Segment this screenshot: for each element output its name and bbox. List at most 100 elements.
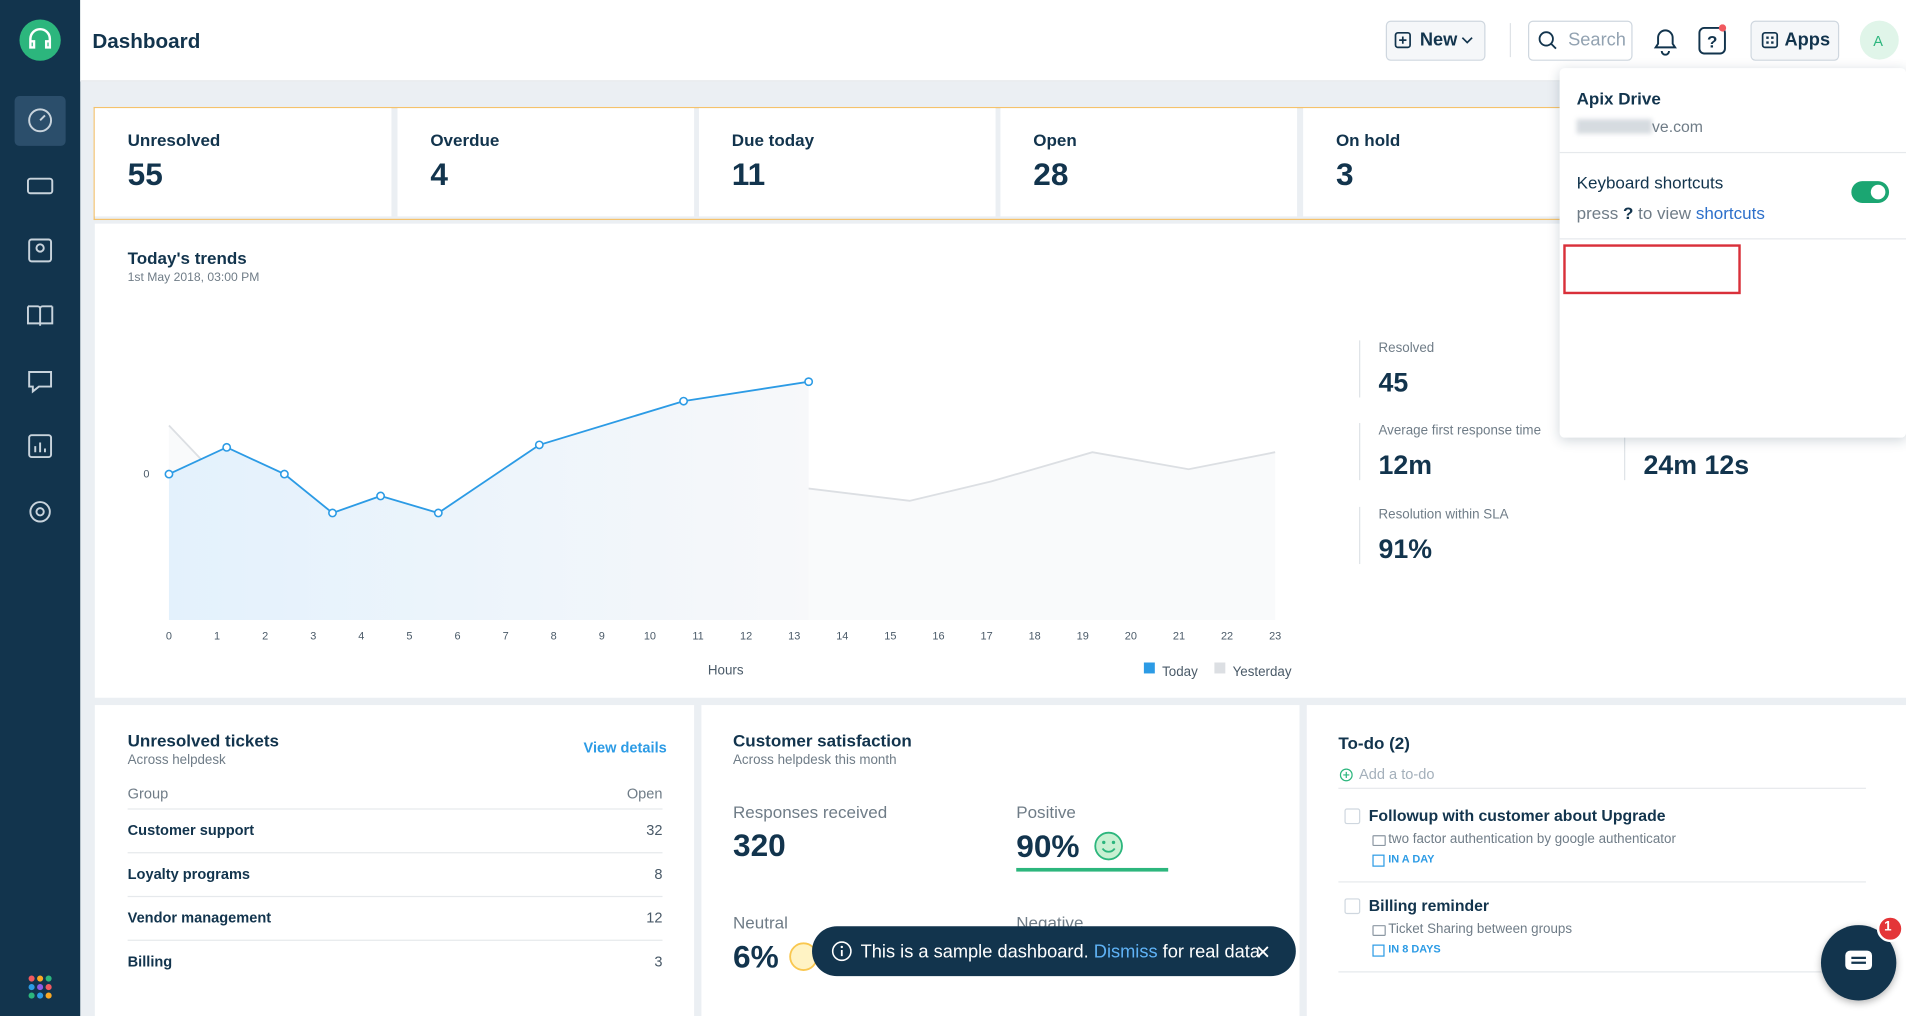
toast-dismiss[interactable]: Dismiss <box>1093 941 1158 963</box>
todo-title: Followup with customer about Upgrade <box>1368 806 1666 825</box>
apps-button[interactable] <box>1750 20 1840 61</box>
open-count: 12 <box>646 909 663 927</box>
metric-label: Average first response time <box>1378 423 1542 439</box>
x-axis-label: Hours <box>708 663 744 678</box>
metric-value: 45 <box>1378 367 1409 398</box>
metric-divider <box>1359 506 1361 565</box>
sidebar <box>0 0 81 1016</box>
nav-contacts[interactable] <box>28 238 53 263</box>
x-tick-label: 17 <box>981 630 993 642</box>
smiley-positive <box>1094 831 1123 861</box>
stats-border <box>93 106 1906 221</box>
separator <box>1338 881 1866 883</box>
data-point <box>328 508 337 518</box>
trends-subtitle: 1st May 2018, 03:00 PM <box>127 271 260 285</box>
data-point <box>164 469 174 479</box>
separator <box>127 939 663 941</box>
x-tick-label: 7 <box>503 630 509 642</box>
logo[interactable] <box>19 19 61 61</box>
data-point <box>433 508 443 518</box>
x-tick-label: 2 <box>262 630 268 642</box>
toggle-knob <box>1870 184 1886 200</box>
stat-label: Open <box>1033 130 1077 150</box>
view-details[interactable]: View details <box>583 739 667 757</box>
data-point <box>376 491 386 501</box>
todo-detail-icon <box>1372 925 1386 937</box>
x-tick-label: 18 <box>1029 630 1041 642</box>
active-nav[interactable] <box>14 96 66 146</box>
toast <box>812 926 1296 977</box>
satisfaction-subtitle: Across helpdesk this month <box>733 753 897 768</box>
toast-rest: for real data <box>1162 941 1260 963</box>
positive-bar <box>1016 867 1169 872</box>
legend-swatch <box>1214 662 1226 674</box>
chevron <box>1461 37 1473 44</box>
nav-reports[interactable] <box>28 434 53 459</box>
toast-message: This is a sample dashboard. <box>860 941 1089 963</box>
todo-detail: two factor authentication by google auth… <box>1388 832 1676 847</box>
help-dot <box>1718 24 1727 32</box>
metric-label: Resolution within SLA <box>1378 507 1509 523</box>
hint-link[interactable]: shortcuts <box>1695 203 1765 223</box>
todo-due: IN A DAY <box>1388 852 1435 865</box>
nav-solutions[interactable] <box>26 305 54 326</box>
x-tick-label: 3 <box>310 630 316 642</box>
sidebar-icons <box>14 19 66 999</box>
toast-close[interactable] <box>1256 945 1271 960</box>
x-tick-label: 16 <box>932 630 944 642</box>
x-tick-label: 0 <box>166 630 172 642</box>
legend-label: Today <box>1162 664 1198 679</box>
todo-checkbox[interactable] <box>1344 898 1361 915</box>
help[interactable] <box>1698 26 1726 55</box>
x-tick-label: 8 <box>551 630 557 642</box>
apps-label: Apps <box>1784 29 1831 51</box>
search-box[interactable] <box>1528 20 1633 61</box>
x-tick-label: 10 <box>644 630 656 642</box>
nav-admin[interactable] <box>29 501 51 523</box>
open-count: 8 <box>654 865 663 883</box>
nav-forums[interactable] <box>28 371 53 394</box>
stat-label: On hold <box>1335 130 1401 150</box>
avatar[interactable] <box>1859 20 1899 60</box>
shortcuts-label: Keyboard shortcuts <box>1576 172 1724 193</box>
separator <box>1338 971 1866 973</box>
responses-value: 320 <box>733 826 786 864</box>
x-tick-label: 19 <box>1077 630 1089 642</box>
todo-detail: Ticket Sharing between groups <box>1388 922 1573 937</box>
app-switcher[interactable] <box>28 975 52 999</box>
x-tick-label: 22 <box>1221 630 1233 642</box>
page-title: Dashboard <box>92 29 201 53</box>
notifications[interactable] <box>1653 29 1677 56</box>
todo-due: IN 8 DAYS <box>1388 942 1441 955</box>
nav-tickets[interactable] <box>26 177 54 195</box>
data-point <box>279 469 289 479</box>
x-tick-label: 4 <box>358 630 364 642</box>
nav-dashboard[interactable] <box>28 108 53 133</box>
data-point <box>534 440 544 450</box>
top-bar <box>80 0 1906 82</box>
chat-icon <box>1845 950 1873 971</box>
todo-checkbox[interactable] <box>1344 808 1361 825</box>
todo-due-icon <box>1372 854 1385 867</box>
data-point <box>679 396 689 406</box>
unresolved-title: Unresolved tickets <box>127 730 279 751</box>
chat-badge-count: 1 <box>1884 919 1892 935</box>
svg-text:?: ? <box>1707 32 1717 51</box>
separator <box>1559 238 1906 240</box>
shortcuts-hint: press ? to view shortcuts <box>1577 204 1765 221</box>
y-tick-label: 0 <box>143 469 149 481</box>
x-tick-label: 5 <box>406 630 412 642</box>
highlight-box <box>1563 244 1741 295</box>
satisfaction-title: Customer satisfaction <box>733 730 912 751</box>
avatar-initial: A <box>1873 32 1883 50</box>
x-tick-label: 12 <box>740 630 752 642</box>
header-icons: ? <box>1653 24 1727 56</box>
add-icon <box>1339 768 1353 782</box>
divider <box>1509 23 1511 58</box>
email-blur <box>1576 119 1653 134</box>
hint-text: to view <box>1638 203 1692 223</box>
add-todo[interactable]: Add a to-do <box>1359 765 1435 783</box>
stat-card <box>397 108 695 217</box>
